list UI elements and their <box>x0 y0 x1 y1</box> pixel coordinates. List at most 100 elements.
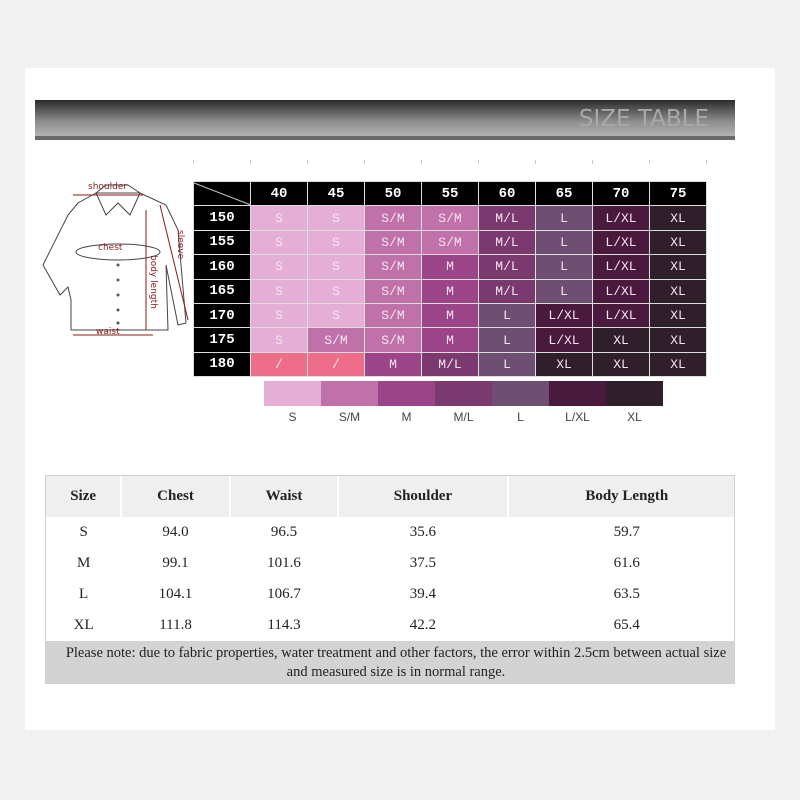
size-cell: XL <box>649 327 707 353</box>
column-header: Body Length <box>507 476 734 517</box>
size-cell: S/M <box>364 278 422 304</box>
size-cell: XL <box>592 327 650 353</box>
grid-row: 175 S S/M S/M M L L/XL XL XL <box>193 327 707 353</box>
size-cell: L/XL <box>535 327 593 353</box>
size-cell: XL <box>649 229 707 256</box>
size-cell: S <box>250 254 308 280</box>
table-cell: XL <box>73 617 94 633</box>
size-cell: M <box>421 278 479 304</box>
table-cell: L <box>79 586 89 602</box>
grid-row: 150 S S S/M S/M M/L L L/XL XL <box>193 205 707 231</box>
size-cell: XL <box>535 351 593 378</box>
legend-label: L <box>517 410 524 424</box>
weight-column-header: 75 <box>649 180 707 207</box>
height-row-header: 170 <box>193 302 251 329</box>
size-cell: M <box>421 302 479 329</box>
body-length-label: body length <box>148 255 158 309</box>
banner-title: SIZE TABLE <box>578 106 709 132</box>
size-cell: S <box>307 302 365 329</box>
size-cell: S/M <box>307 327 365 353</box>
weight-column-header: 60 <box>478 180 536 207</box>
table-cell: 65.4 <box>613 617 640 633</box>
sleeve-label: sleeve <box>175 230 185 260</box>
size-cell: L/XL <box>592 254 650 280</box>
size-cell: M/L <box>421 351 479 378</box>
table-row: M 99.1 101.6 37.5 61.6 <box>46 548 734 579</box>
grid-row: 155 S S S/M S/M M/L L L/XL XL <box>193 229 707 256</box>
table-cell: 99.1 <box>162 555 189 571</box>
waist-label: waist <box>96 327 120 337</box>
shoulder-label: shoulder <box>88 182 127 192</box>
note-line-1: Please note: due to fabric properties, w… <box>65 645 727 661</box>
size-cell: S/M <box>421 205 479 231</box>
table-row: L 104.1 106.7 39.4 63.5 <box>46 579 734 610</box>
size-cell: S <box>250 302 308 329</box>
legend-label: L/XL <box>565 410 590 424</box>
size-table-banner: SIZE TABLE <box>35 100 735 140</box>
size-cell: L/XL <box>592 278 650 304</box>
size-cell: S/M <box>364 327 422 353</box>
size-cell: / <box>307 351 365 378</box>
size-cell: M/L <box>478 254 536 280</box>
column-header: Chest <box>121 476 231 517</box>
legend-label: XL <box>627 410 642 424</box>
table-cell: S <box>79 524 88 540</box>
height-row-header: 150 <box>193 205 251 231</box>
weight-column-header: 50 <box>364 180 422 207</box>
legend-swatch <box>378 381 435 406</box>
size-cell: XL <box>592 351 650 378</box>
legend-swatch <box>492 381 549 406</box>
table-cell: 114.3 <box>267 617 301 633</box>
table-cell: 61.6 <box>613 555 640 571</box>
legend-swatch <box>606 381 663 406</box>
table-cell: 101.6 <box>267 555 301 571</box>
size-cell: L <box>478 302 536 329</box>
table-cell: 111.8 <box>159 617 192 633</box>
size-cell: S <box>250 205 308 231</box>
tick-mark <box>535 160 536 164</box>
legend-swatch <box>549 381 606 406</box>
color-legend <box>264 381 663 406</box>
size-cell: M <box>421 254 479 280</box>
size-cell: S <box>307 254 365 280</box>
size-cell: L <box>478 327 536 353</box>
grid-header-row: 40 45 50 55 60 65 70 75 <box>193 180 707 207</box>
weight-column-header: 70 <box>592 180 650 207</box>
size-cell: M <box>421 327 479 353</box>
table-row: XL 111.8 114.3 42.2 65.4 <box>46 610 734 641</box>
size-recommendation-grid: 40 45 50 55 60 65 70 75 150 S S S/M S/M M/L L L/XL XL 155… <box>193 180 707 378</box>
tick-mark <box>706 160 707 164</box>
table-cell: 39.4 <box>409 586 437 602</box>
size-cell: L <box>535 205 593 231</box>
weight-column-header: 45 <box>307 180 365 207</box>
height-row-header: 180 <box>193 351 251 378</box>
tick-mark <box>193 160 194 164</box>
height-row-header: 175 <box>193 327 251 353</box>
size-cell: L/XL <box>592 205 650 231</box>
table-cell: M <box>76 555 91 571</box>
column-header: Waist <box>229 476 340 517</box>
column-header: Shoulder <box>338 476 509 517</box>
tick-mark <box>478 160 479 164</box>
size-cell: S <box>250 278 308 304</box>
table-cell: 96.5 <box>270 524 298 540</box>
note-line-2: and measured size is in normal range. <box>286 664 506 680</box>
fabric-note: Please note: due to fabric properties, w… <box>46 641 734 683</box>
grid-row: 165 S S S/M M M/L L L/XL XL <box>193 278 707 304</box>
size-cell: / <box>250 351 308 378</box>
size-cell: XL <box>649 205 707 231</box>
measurements-table: Size Chest Waist Shoulder Body Length S 94.0 9… <box>45 475 735 684</box>
height-row-header: 160 <box>193 254 251 280</box>
grid-corner <box>193 180 251 207</box>
height-row-header: 155 <box>193 229 251 256</box>
size-cell: S <box>250 327 308 353</box>
legend-label: S <box>288 410 297 424</box>
weight-column-header: 40 <box>250 180 308 207</box>
size-cell: L/XL <box>535 302 593 329</box>
size-cell: S <box>250 229 308 256</box>
column-header: Size <box>46 476 123 517</box>
legend-label: M <box>401 410 412 424</box>
legend-swatch <box>321 381 378 406</box>
legend-labels: S S/M M M/L L L/XL XL <box>264 410 663 424</box>
size-cell: L <box>535 229 593 256</box>
